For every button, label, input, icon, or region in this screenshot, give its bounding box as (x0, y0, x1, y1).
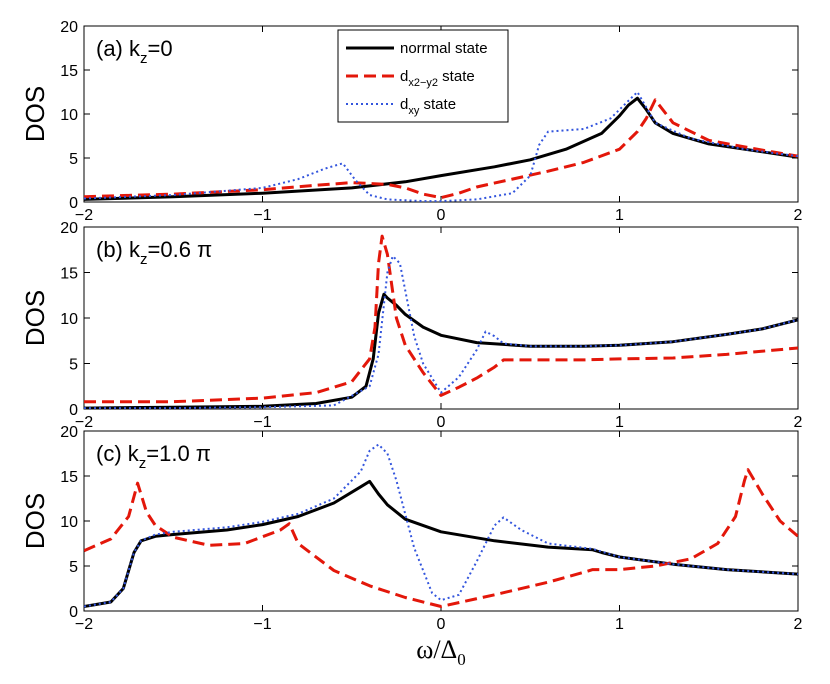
kz-symbol: k (128, 441, 140, 466)
x-tick-label: 2 (794, 616, 803, 633)
y-tick-label: 5 (69, 151, 78, 168)
y-axis-label: DOS (20, 493, 50, 549)
x-tick-label: 0 (437, 616, 446, 633)
kz-subscript: z (140, 50, 148, 67)
y-tick-label: 20 (60, 220, 78, 237)
legend-entry: dxy state (400, 96, 456, 117)
series-line-dx2-y2-state (84, 98, 798, 200)
kz-symbol: k (129, 237, 141, 262)
y-tick-label: 10 (60, 107, 78, 124)
y-tick-label: 15 (60, 266, 78, 283)
x-label-main: ω/Δ (416, 635, 457, 664)
x-tick-label: 1 (615, 414, 624, 431)
x-tick-label: 2 (794, 207, 803, 224)
series-line-dxy-state (84, 255, 798, 409)
panel-label: (c) kz=1.0 π (96, 441, 211, 472)
y-tick-label: 0 (69, 604, 78, 621)
series-group (84, 234, 798, 409)
kz-value: =0 (148, 36, 173, 61)
y-axis-label: DOS (20, 290, 50, 346)
kz-subscript: z (139, 455, 147, 472)
legend-main: d (400, 96, 408, 113)
y-tick-label: 20 (60, 424, 78, 441)
y-tick-label: 5 (69, 357, 78, 374)
y-tick-label: 20 (60, 19, 78, 36)
x-label-sub: 0 (457, 650, 466, 669)
legend-sub: xy (408, 105, 420, 117)
panel-label: (b) kz=0.6 π (96, 237, 212, 268)
y-tick-label: 15 (60, 469, 78, 486)
kz-symbol: k (129, 36, 141, 61)
x-tick-label: −2 (75, 207, 93, 224)
panel-letter: (c) (96, 441, 128, 466)
y-tick-label: 0 (69, 402, 78, 419)
legend-rest: state (419, 96, 456, 113)
legend-main: norrmal state (400, 40, 488, 57)
kz-value: =1.0 π (146, 441, 211, 466)
x-tick-label: −1 (253, 207, 271, 224)
x-tick-label: 0 (437, 414, 446, 431)
series-line-dx2-y2-state (84, 234, 798, 404)
y-tick-label: 0 (69, 195, 78, 212)
legend-rest: state (438, 68, 475, 85)
kz-subscript: z (140, 251, 148, 268)
x-tick-label: −2 (75, 616, 93, 633)
y-tick-label: 10 (60, 311, 78, 328)
x-tick-label: 1 (615, 207, 624, 224)
legend-entry: norrmal state (400, 40, 488, 57)
series-line-normal-state (84, 96, 798, 201)
panel-letter: (b) (96, 237, 129, 262)
x-tick-label: −1 (253, 616, 271, 633)
kz-value: =0.6 π (148, 237, 213, 262)
x-tick-label: 0 (437, 207, 446, 224)
series-line-dx2-y2-state (84, 468, 798, 608)
panel-label: (a) kz=0 (96, 36, 173, 67)
legend-entry: dx2−y2 state (400, 68, 475, 89)
plot-frame (83, 430, 799, 612)
y-tick-label: 15 (60, 63, 78, 80)
x-tick-label: 1 (615, 616, 624, 633)
x-tick-label: −2 (75, 414, 93, 431)
series-group (84, 91, 798, 202)
panel-letter: (a) (96, 36, 129, 61)
legend-main: d (400, 68, 408, 85)
legend-sub: x2−y2 (408, 77, 438, 89)
y-tick-label: 5 (69, 559, 78, 576)
series-line-dxy-state (84, 443, 798, 608)
plot-frame (83, 226, 799, 410)
x-tick-label: −1 (253, 414, 271, 431)
x-tick-label: 2 (794, 414, 803, 431)
series-line-dxy-state (84, 91, 798, 202)
y-axis-label: DOS (20, 86, 50, 142)
series-group (84, 443, 798, 608)
x-axis-label: ω/Δ0 (416, 635, 466, 669)
y-tick-label: 10 (60, 514, 78, 531)
